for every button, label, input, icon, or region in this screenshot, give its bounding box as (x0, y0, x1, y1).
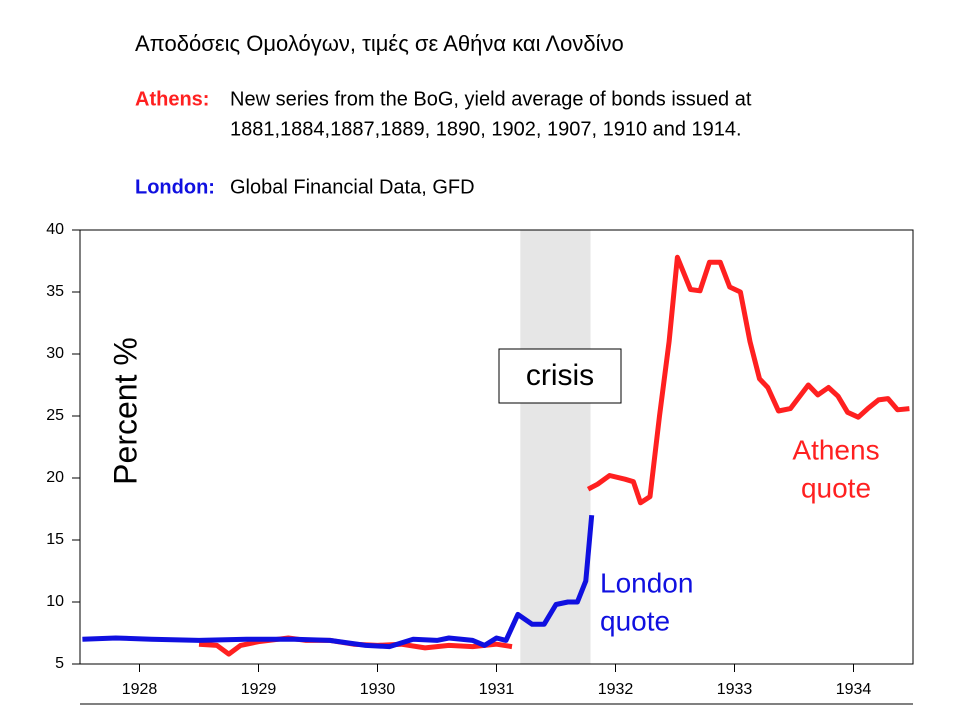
x-tick-label: 1930 (360, 681, 396, 698)
crisis-box (498, 348, 622, 404)
annotation: quote (801, 472, 871, 503)
annotation: London (600, 567, 693, 598)
note-label: Athens: (135, 88, 209, 110)
y-tick-label: 15 (46, 531, 64, 548)
x-tick-label: 1934 (836, 681, 872, 698)
y-tick-label: 25 (46, 407, 64, 424)
x-tick-label: 1932 (598, 681, 634, 698)
y-tick-label: 40 (46, 221, 64, 238)
series-line (82, 514, 595, 650)
annotation: quote (600, 605, 670, 636)
crisis-label: crisis (526, 359, 594, 392)
note-text: New series from the BoG, yield average o… (230, 88, 752, 110)
plot-frame (79, 229, 914, 665)
x-tick-label: 1929 (241, 681, 277, 698)
x-tick-label: 1933 (717, 681, 753, 698)
x-tick-label: 1928 (122, 681, 158, 698)
note-label: London: (135, 176, 215, 198)
y-tick-label: 5 (55, 655, 64, 672)
y-tick-label: 20 (46, 469, 64, 486)
note-text: 1881,1884,1887,1889, 1890, 1902, 1907, 1… (230, 118, 742, 140)
crisis-band (520, 230, 591, 664)
note-text: Global Financial Data, GFD (230, 176, 475, 198)
y-tick-label: 30 (46, 345, 64, 362)
x-tick-label: 1931 (479, 681, 515, 698)
chart-title: Αποδόσεις Ομολόγων, τιμές σε Αθήνα και Λ… (135, 31, 624, 56)
y-axis-label: Percent % (107, 337, 143, 485)
annotation: Athens (792, 434, 879, 465)
y-tick-label: 10 (46, 593, 64, 610)
y-tick-label: 35 (46, 283, 64, 300)
